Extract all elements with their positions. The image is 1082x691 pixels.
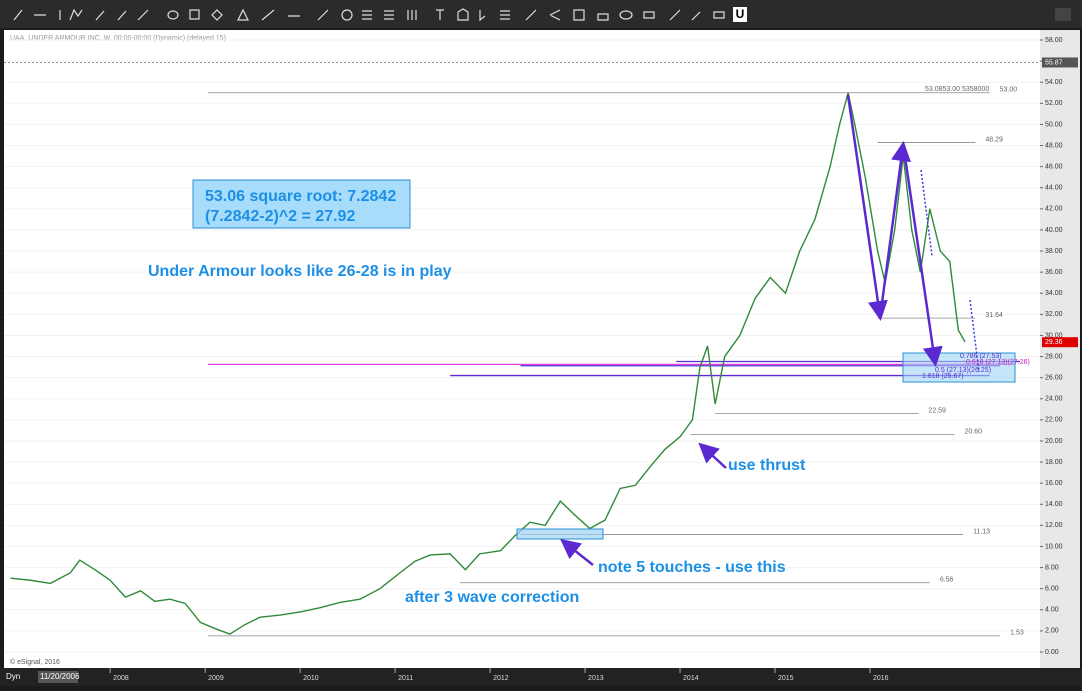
target-zone: [902, 352, 1016, 383]
annotation: use thrust: [728, 457, 806, 474]
x-tick-label: 2011: [398, 675, 413, 682]
y-tick-label: 46.00: [1045, 163, 1063, 170]
annotation: note 5 touches - use this: [598, 559, 786, 576]
level-label: 31.64: [985, 312, 1003, 319]
fib-label: 0.618 (27.13)(27.26): [966, 359, 1030, 366]
level-label: 48.29: [985, 136, 1003, 143]
y-tick-label: 26.00: [1045, 374, 1063, 381]
y-tick-label: 50.00: [1045, 121, 1063, 128]
price-tag-label: 29.36: [1045, 339, 1063, 346]
x-tick-label: 2012: [493, 675, 509, 682]
y-tick-label: 52.00: [1045, 100, 1063, 107]
y-tick-label: 58.00: [1045, 37, 1063, 44]
annotation: after 3 wave correction: [405, 589, 579, 606]
price-tag: [1042, 57, 1078, 68]
y-tick-label: 4.00: [1045, 607, 1059, 614]
level-label: 6.56: [940, 577, 954, 584]
y-tick-label: 40.00: [1045, 227, 1063, 234]
y-tick-label: 30.00: [1045, 332, 1063, 339]
y-tick-label: 10.00: [1045, 543, 1063, 550]
x-tick-label: 2010: [303, 675, 319, 682]
toolbar-button-label: U: [736, 7, 745, 21]
annotation: 53.06 square root: 7.2842: [205, 188, 396, 205]
time-axis: [0, 668, 1082, 686]
y-tick-label: 38.00: [1045, 248, 1063, 255]
y-tick-label: 8.00: [1045, 564, 1059, 571]
toolbar-button[interactable]: [1055, 8, 1071, 21]
note-box: [192, 179, 411, 229]
price-tag-label: 55.87: [1045, 59, 1063, 66]
x-tick-label: 2008: [113, 675, 129, 682]
y-tick-label: 48.00: [1045, 142, 1063, 149]
toolbar-icons[interactable]: [13, 8, 725, 22]
y-tick-label: 2.00: [1045, 628, 1059, 635]
y-tick-label: 54.00: [1045, 79, 1063, 86]
y-tick-label: 22.00: [1045, 417, 1063, 424]
y-tick-label: 18.00: [1045, 459, 1063, 466]
fib-label: 1.618 (26.67): [922, 373, 964, 380]
annotation: Under Armour looks like 26-28 is in play: [148, 263, 452, 280]
level-label: 1.53: [1010, 630, 1024, 637]
projection-arrows: [920, 169, 980, 373]
x-tick-label: 2009: [208, 675, 224, 682]
y-tick-label: 14.00: [1045, 501, 1063, 508]
mode: Dyn: [6, 672, 20, 681]
x-tick-label: 2016: [873, 675, 889, 682]
y-tick-label: 44.00: [1045, 185, 1063, 192]
x-tick-label: 2015: [778, 675, 794, 682]
wave-arrows: [560, 94, 943, 566]
y-tick-label: 16.00: [1045, 480, 1063, 487]
y-tick-label: 6.00: [1045, 586, 1059, 593]
toolbar: [0, 0, 1082, 28]
y-tick-label: 12.00: [1045, 522, 1063, 529]
y-tick-label: 20.00: [1045, 438, 1063, 445]
toolbar-button[interactable]: [733, 7, 747, 22]
layer: [4, 39, 1040, 653]
start-date: 11/20/2006: [40, 672, 80, 681]
price-tag: [1042, 337, 1078, 348]
y-tick-label: 24.00: [1045, 396, 1063, 403]
level-label: 20.60: [965, 428, 983, 435]
touch-zone: [516, 528, 604, 540]
fib-label: 0.786 (27.53): [960, 353, 1002, 360]
price-axis: [1040, 30, 1080, 668]
price-line: [10, 92, 966, 635]
level-label: 53.00: [1000, 87, 1018, 94]
x-tick-label: 2013: [588, 675, 604, 682]
y-tick-label: 36.00: [1045, 269, 1063, 276]
symbol-header: UAA, UNDER ARMOUR INC, W, 00:00-00:00 (D…: [10, 35, 226, 42]
level-label: 22.59: [928, 407, 946, 414]
y-tick-label: 34.00: [1045, 290, 1063, 297]
annotation: (7.2842-2)^2 = 27.92: [205, 208, 355, 225]
y-tick-label: 42.00: [1045, 206, 1063, 213]
y-tick-label: 32.00: [1045, 311, 1063, 318]
copyright: © eSignal, 2016: [10, 658, 60, 666]
y-tick-label: 0.00: [1045, 649, 1059, 656]
level-text: 53.0853.00 5358000: [925, 86, 989, 93]
start-date-box[interactable]: [38, 671, 78, 683]
level-label: 11.13: [973, 528, 990, 535]
fib-label: 0.5 (27.13)(26.25): [935, 367, 991, 374]
y-tick-label: 28.00: [1045, 353, 1063, 360]
plot-area: [4, 30, 1040, 668]
x-tick-label: 2014: [683, 675, 699, 682]
